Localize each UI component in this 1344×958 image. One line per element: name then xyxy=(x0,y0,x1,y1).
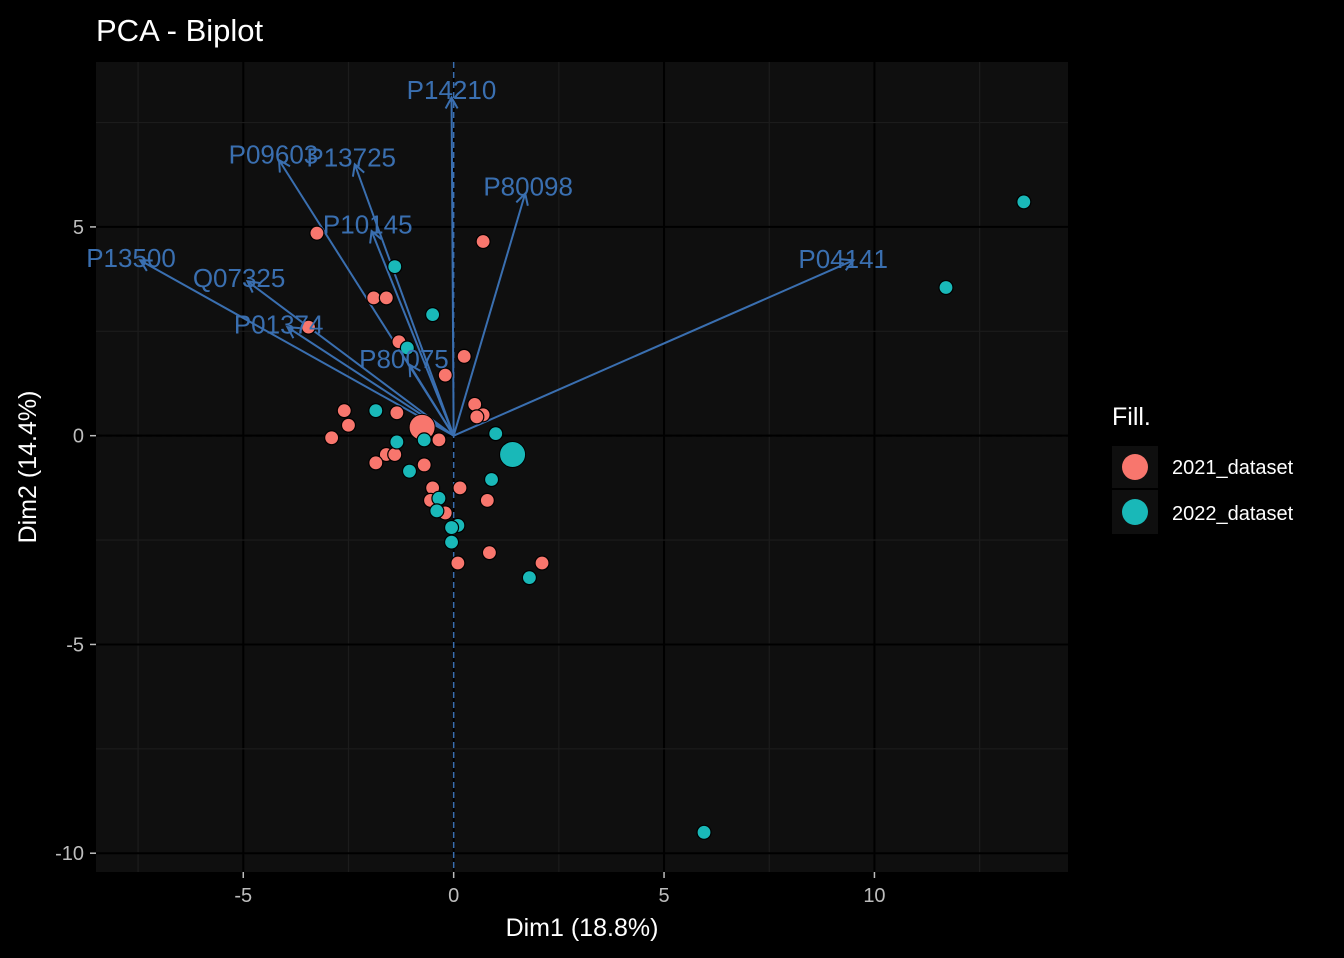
point-2022-dataset xyxy=(368,403,384,419)
point-2022-dataset xyxy=(425,307,441,323)
vector-label-p13500: P13500 xyxy=(86,243,176,273)
origin-lines xyxy=(96,62,1068,872)
point-2022-dataset xyxy=(938,279,954,296)
point-2022-dataset xyxy=(389,434,405,450)
x-tick-label: 0 xyxy=(448,885,459,907)
vector-label-p80075: P80075 xyxy=(359,344,449,374)
vector-p13725 xyxy=(355,164,455,437)
point-2022-dataset xyxy=(1016,194,1032,210)
vector-q07325 xyxy=(247,281,455,437)
x-tick-label: 10 xyxy=(863,885,885,907)
y-axis: -10 -5 0 5 xyxy=(55,217,96,865)
point-2022-dataset xyxy=(521,570,538,586)
plot-panel xyxy=(96,62,1068,872)
point-2021-dataset xyxy=(416,457,432,473)
point-2022-dataset xyxy=(429,503,445,519)
legend: Fill. 2021_dataset 2022_dataset xyxy=(1112,403,1294,534)
point-2022-dataset xyxy=(399,340,415,356)
legend-label-2021: 2021_dataset xyxy=(1172,457,1294,479)
vector-p80098 xyxy=(452,194,526,436)
vector-label-p13725: P13725 xyxy=(306,142,396,172)
point-2021-dataset xyxy=(366,290,382,306)
point-2022-dataset xyxy=(416,432,432,448)
point-2022-dataset xyxy=(387,258,403,275)
vector-label-p09603: P09603 xyxy=(229,139,319,169)
sample-points xyxy=(300,194,1032,840)
vector-label-p04141: P04141 xyxy=(798,244,888,274)
legend-title: Fill. xyxy=(1112,403,1151,431)
point-2022-dataset xyxy=(483,471,500,488)
point-2021-dataset xyxy=(389,405,405,421)
vector-p13500 xyxy=(140,260,455,437)
vector-label-p10145: P10145 xyxy=(323,209,413,239)
vector-label-q07325: Q07325 xyxy=(193,263,286,293)
point-2021-dataset xyxy=(340,417,357,433)
vector-label-p01374: P01374 xyxy=(234,309,324,339)
legend-key-2022 xyxy=(1122,499,1148,525)
point-2021-dataset xyxy=(324,430,340,446)
point-2021-dataset xyxy=(479,492,495,509)
vector-p14210 xyxy=(452,97,454,436)
point-2021-dataset xyxy=(300,319,317,335)
y-tick-label: 0 xyxy=(73,426,84,448)
x-tick-label: 5 xyxy=(658,885,669,907)
point-2021-dataset xyxy=(309,225,325,241)
point-2021-dataset xyxy=(387,446,403,463)
vector-p10145 xyxy=(372,231,455,437)
y-tick-label: -10 xyxy=(55,843,84,865)
vector-p04141 xyxy=(453,260,854,437)
chart-title: PCA - Biplot xyxy=(96,13,264,48)
y-axis-label: Dim2 (14.4%) xyxy=(14,391,42,544)
point-2021-dataset xyxy=(368,455,384,471)
point-2021-dataset xyxy=(456,348,472,364)
legend-label-2022: 2022_dataset xyxy=(1172,503,1294,525)
point-2021-dataset xyxy=(378,290,394,306)
y-tick-label: -5 xyxy=(66,634,84,656)
point-2022-dataset xyxy=(431,490,447,506)
vector-label-p14210: P14210 xyxy=(407,75,497,105)
point-2022-dataset xyxy=(443,519,460,536)
legend-key-2021 xyxy=(1122,454,1148,480)
point-2022-dataset xyxy=(696,824,712,840)
point-2021-dataset xyxy=(534,555,550,571)
point-2021-dataset xyxy=(481,544,498,561)
point-2022-dataset-centroid xyxy=(499,440,527,468)
y-tick-label: 5 xyxy=(73,217,84,239)
point-2021-dataset xyxy=(469,409,485,425)
point-2021-dataset xyxy=(437,367,453,383)
x-tick-label: -5 xyxy=(234,885,252,907)
point-2021-dataset xyxy=(336,403,352,419)
point-2021-dataset xyxy=(475,233,491,250)
x-axis-label: Dim1 (18.8%) xyxy=(506,914,659,942)
point-2021-dataset xyxy=(452,480,468,496)
vector-p80075 xyxy=(409,365,455,437)
point-2022-dataset xyxy=(488,425,504,442)
x-axis: -5 0 5 10 xyxy=(234,872,886,907)
point-2022-dataset xyxy=(401,463,418,479)
point-2021-dataset xyxy=(450,555,466,571)
point-2021-dataset xyxy=(431,432,447,448)
vector-label-p80098: P80098 xyxy=(483,172,573,202)
point-2022-dataset xyxy=(443,534,460,550)
